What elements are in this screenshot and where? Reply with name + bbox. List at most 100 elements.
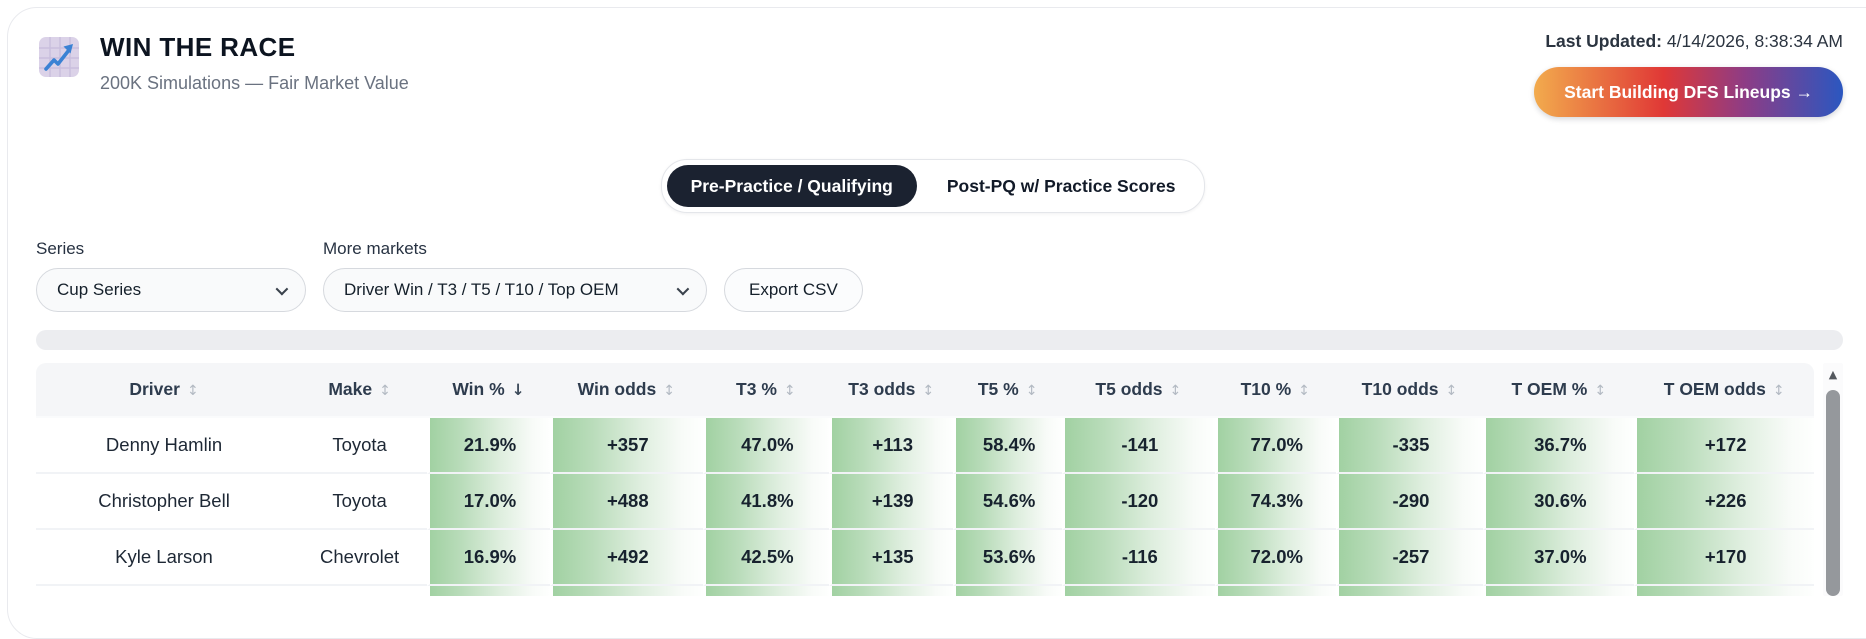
tab-pre-practice-qualifying[interactable]: Pre-Practice / Qualifying bbox=[667, 165, 917, 207]
value-cell: 30.6% bbox=[1483, 474, 1634, 530]
view-tab-group: Pre-Practice / Qualifying Post-PQ w/ Pra… bbox=[661, 159, 1206, 213]
value-cell bbox=[292, 586, 427, 596]
controls-row: Series Cup Series More markets Driver Wi… bbox=[36, 239, 1843, 312]
last-updated-label: Last Updated: bbox=[1545, 31, 1662, 51]
sort-desc-icon: ↓ bbox=[512, 381, 525, 399]
value-cell: 47.0% bbox=[703, 418, 829, 474]
vertical-scrollbar-thumb[interactable] bbox=[1826, 390, 1840, 596]
value-cell: +170 bbox=[1634, 530, 1814, 586]
value-cell: -257 bbox=[1336, 530, 1484, 586]
value-cell: -116 bbox=[1062, 530, 1215, 586]
column-header-t3-odds[interactable]: T3 odds↕ bbox=[829, 363, 953, 418]
value-cell: -335 bbox=[1336, 418, 1484, 474]
value-cell: 42.5% bbox=[703, 530, 829, 586]
value-cell bbox=[1483, 586, 1634, 596]
more-markets-select[interactable]: Driver Win / T3 / T5 / T10 / Top OEM bbox=[323, 268, 707, 312]
column-label: Driver bbox=[129, 379, 180, 399]
value-cell: 72.0% bbox=[1215, 530, 1336, 586]
column-header-t-oem-[interactable]: T OEM % ↕ bbox=[1483, 363, 1634, 418]
value-cell bbox=[1215, 586, 1336, 596]
more-markets-select-value: Driver Win / T3 / T5 / T10 / Top OEM bbox=[344, 280, 619, 300]
column-header-driver[interactable]: Driver↕ bbox=[36, 363, 292, 418]
column-label: T10 odds bbox=[1362, 379, 1439, 399]
make-cell: Toyota bbox=[292, 474, 427, 530]
value-cell: 54.6% bbox=[953, 474, 1061, 530]
horizontal-scrollbar-track[interactable] bbox=[36, 330, 1843, 350]
page-subtitle: 200K Simulations — Fair Market Value bbox=[100, 71, 409, 95]
tabs-row: Pre-Practice / Qualifying Post-PQ w/ Pra… bbox=[0, 159, 1866, 213]
column-header-t10-[interactable]: T10 % ↕ bbox=[1215, 363, 1336, 418]
value-cell: +488 bbox=[550, 474, 703, 530]
more-markets-label: More markets bbox=[323, 239, 707, 259]
chevron-down-icon bbox=[677, 282, 690, 295]
value-cell: -141 bbox=[1062, 418, 1215, 474]
value-cell: +139 bbox=[829, 474, 953, 530]
column-label: Win odds bbox=[578, 379, 657, 399]
value-cell bbox=[36, 586, 292, 596]
tab-post-pq-practice-scores[interactable]: Post-PQ w/ Practice Scores bbox=[923, 165, 1200, 207]
export-csv-button[interactable]: Export CSV bbox=[724, 268, 863, 312]
fair-market-value-table: Driver↕Make↕Win %↓Win odds↕T3 %↕T3 odds↕… bbox=[36, 363, 1814, 596]
column-header-make[interactable]: Make↕ bbox=[292, 363, 427, 418]
value-cell: 16.9% bbox=[427, 530, 550, 586]
series-field: Series Cup Series bbox=[36, 239, 306, 312]
value-cell bbox=[1634, 586, 1814, 596]
value-cell bbox=[427, 586, 550, 596]
page: WIN THE RACE 200K Simulations — Fair Mar… bbox=[0, 0, 1866, 599]
value-cell: 58.4% bbox=[953, 418, 1061, 474]
column-header-win-odds[interactable]: Win odds ↕ bbox=[550, 363, 703, 418]
column-header-t10-odds[interactable]: T10 odds↕ bbox=[1336, 363, 1484, 418]
column-label: T5 % bbox=[978, 379, 1019, 399]
vertical-scrollbar[interactable]: ▲ bbox=[1823, 363, 1843, 596]
sort-both-icon: ↕ bbox=[922, 383, 934, 399]
series-label: Series bbox=[36, 239, 306, 259]
column-label: Win % bbox=[452, 379, 504, 399]
start-building-dfs-lineups-button[interactable]: Start Building DFS Lineups → bbox=[1534, 67, 1843, 117]
last-updated-value: 4/14/2026, 8:38:34 AM bbox=[1667, 31, 1843, 51]
column-header-t5-odds[interactable]: T5 odds ↕ bbox=[1062, 363, 1215, 418]
value-cell bbox=[1062, 586, 1215, 596]
value-cell bbox=[1336, 586, 1484, 596]
scroll-up-arrow-icon[interactable]: ▲ bbox=[1823, 363, 1843, 381]
page-title: WIN THE RACE bbox=[100, 30, 409, 64]
value-cell bbox=[829, 586, 953, 596]
brand: WIN THE RACE 200K Simulations — Fair Mar… bbox=[36, 30, 409, 95]
value-cell: +172 bbox=[1634, 418, 1814, 474]
column-label: T OEM % bbox=[1512, 379, 1588, 399]
value-cell: 53.6% bbox=[953, 530, 1061, 586]
column-header-t-oem-odds[interactable]: T OEM odds↕ bbox=[1634, 363, 1814, 418]
column-header-t3-[interactable]: T3 %↕ bbox=[703, 363, 829, 418]
value-cell: 41.8% bbox=[703, 474, 829, 530]
sort-both-icon: ↕ bbox=[1773, 383, 1785, 399]
last-updated: Last Updated: 4/14/2026, 8:38:34 AM bbox=[1545, 30, 1843, 52]
value-cell: 21.9% bbox=[427, 418, 550, 474]
sort-both-icon: ↕ bbox=[1298, 383, 1310, 399]
driver-cell: Kyle Larson bbox=[36, 530, 292, 586]
sort-both-icon: ↕ bbox=[663, 383, 675, 399]
column-label: T5 odds bbox=[1095, 379, 1162, 399]
value-cell: +135 bbox=[829, 530, 953, 586]
sort-both-icon: ↕ bbox=[1026, 383, 1038, 399]
value-cell: 77.0% bbox=[1215, 418, 1336, 474]
value-cell: -290 bbox=[1336, 474, 1484, 530]
chevron-down-icon bbox=[276, 282, 289, 295]
value-cell bbox=[550, 586, 703, 596]
value-cell: 17.0% bbox=[427, 474, 550, 530]
column-label: T3 % bbox=[736, 379, 777, 399]
value-cell: 37.0% bbox=[1483, 530, 1634, 586]
column-header-t5-[interactable]: T5 % ↕ bbox=[953, 363, 1061, 418]
chart-increasing-icon bbox=[36, 34, 82, 80]
value-cell: +357 bbox=[550, 418, 703, 474]
series-select[interactable]: Cup Series bbox=[36, 268, 306, 312]
titles: WIN THE RACE 200K Simulations — Fair Mar… bbox=[100, 30, 409, 95]
table-header-row: Driver↕Make↕Win %↓Win odds↕T3 %↕T3 odds↕… bbox=[36, 363, 1814, 418]
top-right: Last Updated: 4/14/2026, 8:38:34 AM Star… bbox=[1534, 30, 1843, 117]
sort-both-icon: ↕ bbox=[1170, 383, 1182, 399]
column-label: T10 % bbox=[1241, 379, 1292, 399]
sort-both-icon: ↕ bbox=[1594, 383, 1606, 399]
column-header-win-[interactable]: Win % ↓ bbox=[427, 363, 550, 418]
